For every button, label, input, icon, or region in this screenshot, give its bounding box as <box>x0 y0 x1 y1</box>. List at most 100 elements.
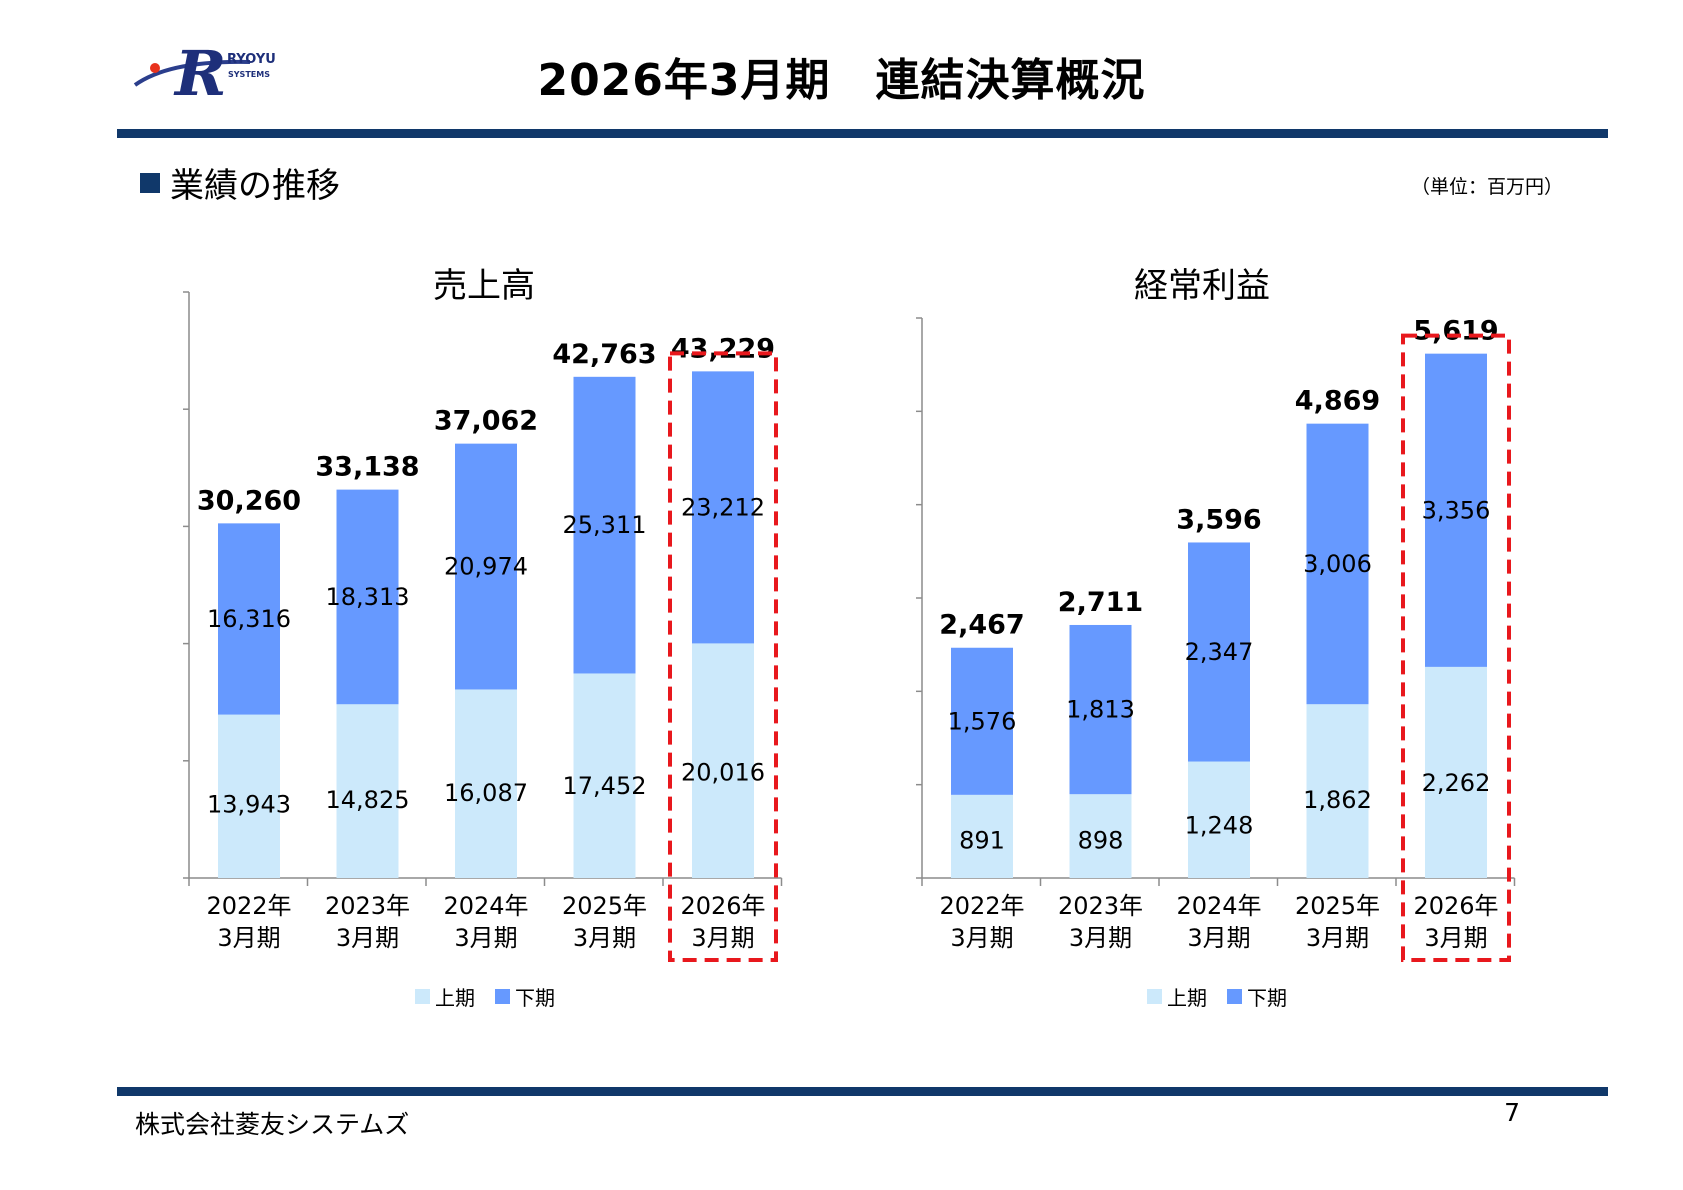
bar-upper-half <box>1306 704 1369 878</box>
category-label: 2026年 <box>680 892 765 920</box>
legend-item-upper: 上期 <box>1147 982 1207 1011</box>
slide-title: 2026年3月期 連結決算概況 <box>537 55 1146 106</box>
logo-text-2: SYSTEMS <box>228 70 270 79</box>
bar-lower-half <box>1069 624 1132 795</box>
logo-text-1: RYOYU <box>227 52 276 67</box>
bar-lower-half <box>218 523 280 715</box>
category-label: 3月期 <box>1069 924 1132 952</box>
bar-upper-half <box>1425 666 1487 878</box>
category-label: 2022年 <box>206 892 291 920</box>
legend-swatch-lower <box>1227 989 1242 1004</box>
highlight-box <box>1401 333 1511 962</box>
data-label-total: 2,711 <box>1058 587 1143 618</box>
data-label-lower: 25,311 <box>563 511 647 539</box>
unit-note: （単位：百万円） <box>1410 176 1563 198</box>
data-label-total: 42,763 <box>552 339 656 370</box>
bar-lower-half <box>951 647 1013 795</box>
bar-lower-half <box>1425 353 1487 667</box>
data-label-total: 30,260 <box>197 485 301 516</box>
bar-upper-half <box>1188 761 1250 878</box>
legend-label-lower: 下期 <box>515 986 555 1010</box>
data-label-lower: 20,974 <box>444 553 528 581</box>
data-label-total: 33,138 <box>315 452 419 483</box>
data-label-upper: 16,087 <box>444 779 528 807</box>
category-label: 2024年 <box>1176 892 1261 920</box>
category-label: 3月期 <box>454 924 517 952</box>
data-label-lower: 18,313 <box>326 583 410 611</box>
category-label: 3月期 <box>573 924 636 952</box>
data-label-lower: 23,212 <box>681 493 765 521</box>
category-label: 2026年 <box>1413 892 1498 920</box>
legend-swatch-upper <box>415 989 430 1004</box>
data-label-upper: 20,016 <box>681 758 765 786</box>
page-number: 7 <box>1504 1098 1520 1127</box>
sales-chart-title: 売上高 <box>433 266 535 306</box>
data-label-total: 37,062 <box>434 406 538 437</box>
bar-lower-half <box>336 489 399 705</box>
category-label: 3月期 <box>1187 924 1250 952</box>
bar-lower-half <box>1306 423 1369 705</box>
category-label: 2025年 <box>562 892 647 920</box>
bar-upper-half <box>218 714 280 878</box>
bar-lower-half <box>573 376 636 674</box>
bar-upper-half <box>336 704 399 878</box>
category-label: 3月期 <box>217 924 280 952</box>
legend-item-lower: 下期 <box>1227 982 1287 1011</box>
sales-legend: 上期 下期 <box>415 982 575 1011</box>
data-label-total: 2,467 <box>939 610 1024 641</box>
data-label-upper: 2,262 <box>1422 769 1491 797</box>
data-label-lower: 16,316 <box>207 605 291 633</box>
bar-upper-half <box>573 673 636 878</box>
data-label-upper: 14,825 <box>326 786 410 814</box>
bar-upper-half <box>1069 794 1132 878</box>
profit-legend: 上期 下期 <box>1147 982 1307 1011</box>
category-label: 3月期 <box>950 924 1013 952</box>
bar-lower-half <box>455 443 517 690</box>
highlight-box <box>668 351 778 962</box>
bar-lower-half <box>692 371 754 644</box>
category-label: 3月期 <box>1306 924 1369 952</box>
data-label-upper: 13,943 <box>207 790 291 818</box>
data-label-lower: 1,813 <box>1066 696 1135 724</box>
footer-rule <box>117 1087 1608 1096</box>
company-logo: R RYOYU SYSTEMS <box>133 37 276 110</box>
category-label: 2023年 <box>1058 892 1143 920</box>
data-label-total: 4,869 <box>1295 386 1380 417</box>
legend-label-upper: 上期 <box>1167 986 1207 1010</box>
bar-lower-half <box>1188 542 1250 762</box>
bar-upper-half <box>455 689 517 878</box>
data-label-upper: 891 <box>959 827 1005 855</box>
data-label-upper: 898 <box>1078 826 1124 854</box>
category-label: 2023年 <box>325 892 410 920</box>
data-label-lower: 3,356 <box>1422 496 1491 524</box>
section-heading-text: 業績の推移 <box>170 166 340 206</box>
category-label: 3月期 <box>1424 924 1487 952</box>
data-label-total: 43,229 <box>671 333 775 364</box>
legend-item-upper: 上期 <box>415 982 475 1011</box>
header-rule <box>117 129 1608 138</box>
legend-swatch-lower <box>495 989 510 1004</box>
data-label-lower: 1,576 <box>948 707 1017 735</box>
svg-text:R: R <box>173 37 227 110</box>
bar-upper-half <box>692 643 754 878</box>
category-label: 2025年 <box>1295 892 1380 920</box>
section-heading: 業績の推移 <box>140 158 340 207</box>
category-label: 3月期 <box>691 924 754 952</box>
bar-upper-half <box>951 794 1013 878</box>
category-label: 2022年 <box>939 892 1024 920</box>
data-label-lower: 3,006 <box>1303 550 1372 578</box>
category-label: 3月期 <box>336 924 399 952</box>
legend-label-upper: 上期 <box>435 986 475 1010</box>
profit-chart-title: 経常利益 <box>1134 266 1270 306</box>
data-label-upper: 17,452 <box>563 772 647 800</box>
data-label-upper: 1,862 <box>1303 786 1372 814</box>
legend-label-lower: 下期 <box>1247 986 1287 1010</box>
data-label-lower: 2,347 <box>1185 638 1254 666</box>
footer-company: 株式会社菱友システムズ <box>135 1110 410 1139</box>
data-label-total: 5,619 <box>1413 316 1498 347</box>
data-label-upper: 1,248 <box>1185 812 1254 840</box>
data-label-total: 3,596 <box>1176 504 1261 535</box>
category-label: 2024年 <box>443 892 528 920</box>
legend-swatch-upper <box>1147 989 1162 1004</box>
